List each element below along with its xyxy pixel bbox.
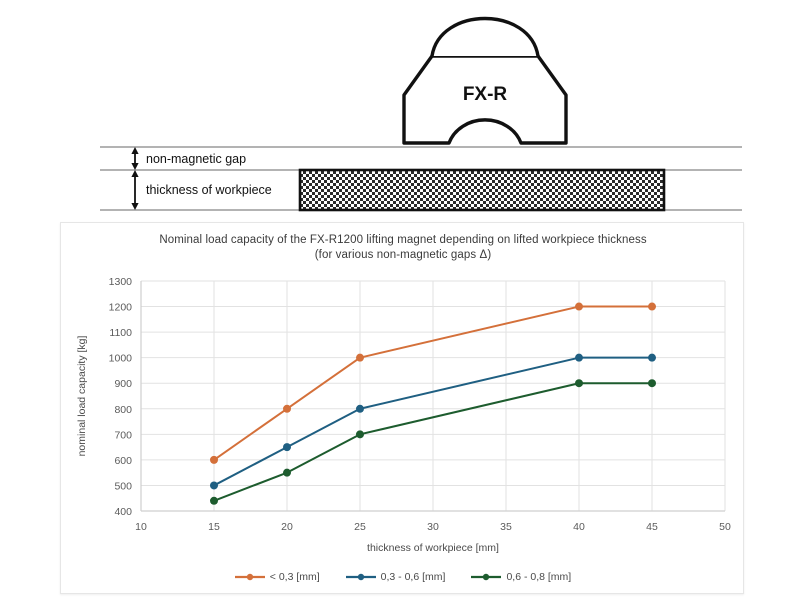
magnet-label: FX-R bbox=[463, 84, 508, 105]
x-axis-tick-label: 30 bbox=[427, 521, 439, 533]
y-axis-tick-label: 1100 bbox=[109, 327, 132, 339]
legend-item[interactable]: 0,6 - 0,8 [mm] bbox=[471, 571, 571, 583]
series-data-point bbox=[356, 353, 364, 362]
legend-label: 0,3 - 0,6 [mm] bbox=[380, 571, 446, 583]
legend-label: < 0,3 [mm] bbox=[269, 571, 320, 583]
y-axis-tick-label: 1000 bbox=[109, 353, 133, 365]
x-axis-tick-label: 35 bbox=[500, 521, 512, 533]
chart-title-line-1: Nominal load capacity of the FX-R1200 li… bbox=[159, 234, 647, 246]
gap-arrow-up bbox=[131, 147, 139, 154]
x-axis-tick-label: 10 bbox=[135, 521, 147, 533]
magnet-handle-shape bbox=[430, 16, 540, 58]
y-axis-tick-label: 1300 bbox=[109, 276, 133, 288]
data-series-layer bbox=[210, 302, 656, 505]
series-data-point bbox=[356, 430, 364, 439]
y-axis-tick-label: 900 bbox=[114, 378, 132, 390]
x-axis-tick-label: 40 bbox=[573, 521, 585, 533]
series-data-point bbox=[283, 404, 291, 413]
y-axis-tick-labels: 400 500 600 700 800 900 1000 1100 1200 1300 bbox=[109, 276, 133, 518]
gap-annotation-label: non-magnetic gap bbox=[146, 152, 246, 166]
x-axis-tick-label: 20 bbox=[281, 521, 293, 533]
series-data-point bbox=[210, 481, 218, 490]
y-axis-tick-label: 700 bbox=[114, 429, 132, 441]
thickness-annotation-label: thickness of workpiece bbox=[146, 183, 272, 197]
grid-lines bbox=[140, 280, 726, 512]
legend-label: 0,6 - 0,8 [mm] bbox=[506, 571, 572, 583]
legend-item[interactable]: 0,3 - 0,6 [mm] bbox=[345, 571, 446, 583]
series-data-point bbox=[648, 353, 656, 362]
gap-arrow-down bbox=[131, 163, 139, 170]
chart-title-line-2: (for various non-magnetic gaps Δ) bbox=[314, 249, 492, 261]
chart-title: Nominal load capacity of the FX-R1200 li… bbox=[61, 233, 745, 263]
x-axis-tick-label: 45 bbox=[646, 521, 658, 533]
line-chart-plot: 400 500 600 700 800 900 1000 1100 1200 1300 10 15 2… bbox=[76, 276, 731, 554]
lifting-magnet-diagram: FX-R non-magnetic gap thickness of workp… bbox=[0, 0, 800, 222]
data-series bbox=[210, 379, 656, 505]
series-data-point bbox=[648, 302, 656, 311]
x-axis-tick-label: 50 bbox=[719, 521, 731, 533]
x-axis-tick-label: 15 bbox=[208, 521, 220, 533]
x-axis-tick-labels: 10 15 20 25 30 35 40 45 50 bbox=[135, 521, 731, 533]
thickness-arrow-up bbox=[131, 170, 139, 177]
chart-panel: Nominal load capacity of the FX-R1200 li… bbox=[60, 222, 744, 594]
magnet-body-shape bbox=[402, 54, 568, 145]
y-axis-title: nominal load capacity [kg] bbox=[76, 336, 88, 457]
y-axis-tick-label: 1200 bbox=[109, 302, 133, 314]
series-data-point bbox=[356, 404, 364, 413]
series-data-point bbox=[575, 379, 583, 388]
legend-key-swatch bbox=[345, 573, 376, 581]
series-data-point bbox=[210, 455, 218, 464]
data-series bbox=[210, 302, 656, 464]
axis-lines bbox=[140, 281, 725, 512]
thickness-arrow-down bbox=[131, 203, 139, 210]
series-data-point bbox=[575, 353, 583, 362]
y-axis-tick-label: 800 bbox=[114, 404, 132, 416]
legend-item[interactable]: < 0,3 [mm] bbox=[234, 571, 320, 583]
series-data-point bbox=[210, 496, 218, 505]
y-axis-tick-label: 600 bbox=[114, 455, 132, 467]
y-axis-tick-label: 400 bbox=[114, 506, 132, 518]
legend-key-swatch bbox=[471, 573, 502, 581]
x-axis-tick-label: 25 bbox=[354, 521, 366, 533]
data-series bbox=[210, 353, 656, 490]
x-axis-title: thickness of workpiece [mm] bbox=[367, 542, 499, 554]
chart-legend: < 0,3 [mm] 0,3 - 0,6 [mm] 0,6 - 0,8 [mm] bbox=[61, 571, 745, 583]
series-data-point bbox=[283, 468, 291, 477]
series-data-point bbox=[575, 302, 583, 311]
legend-key-swatch bbox=[234, 573, 265, 581]
workpiece-plate bbox=[298, 168, 666, 212]
series-data-point bbox=[648, 379, 656, 388]
y-axis-tick-label: 500 bbox=[114, 480, 132, 492]
series-data-point bbox=[283, 443, 291, 452]
